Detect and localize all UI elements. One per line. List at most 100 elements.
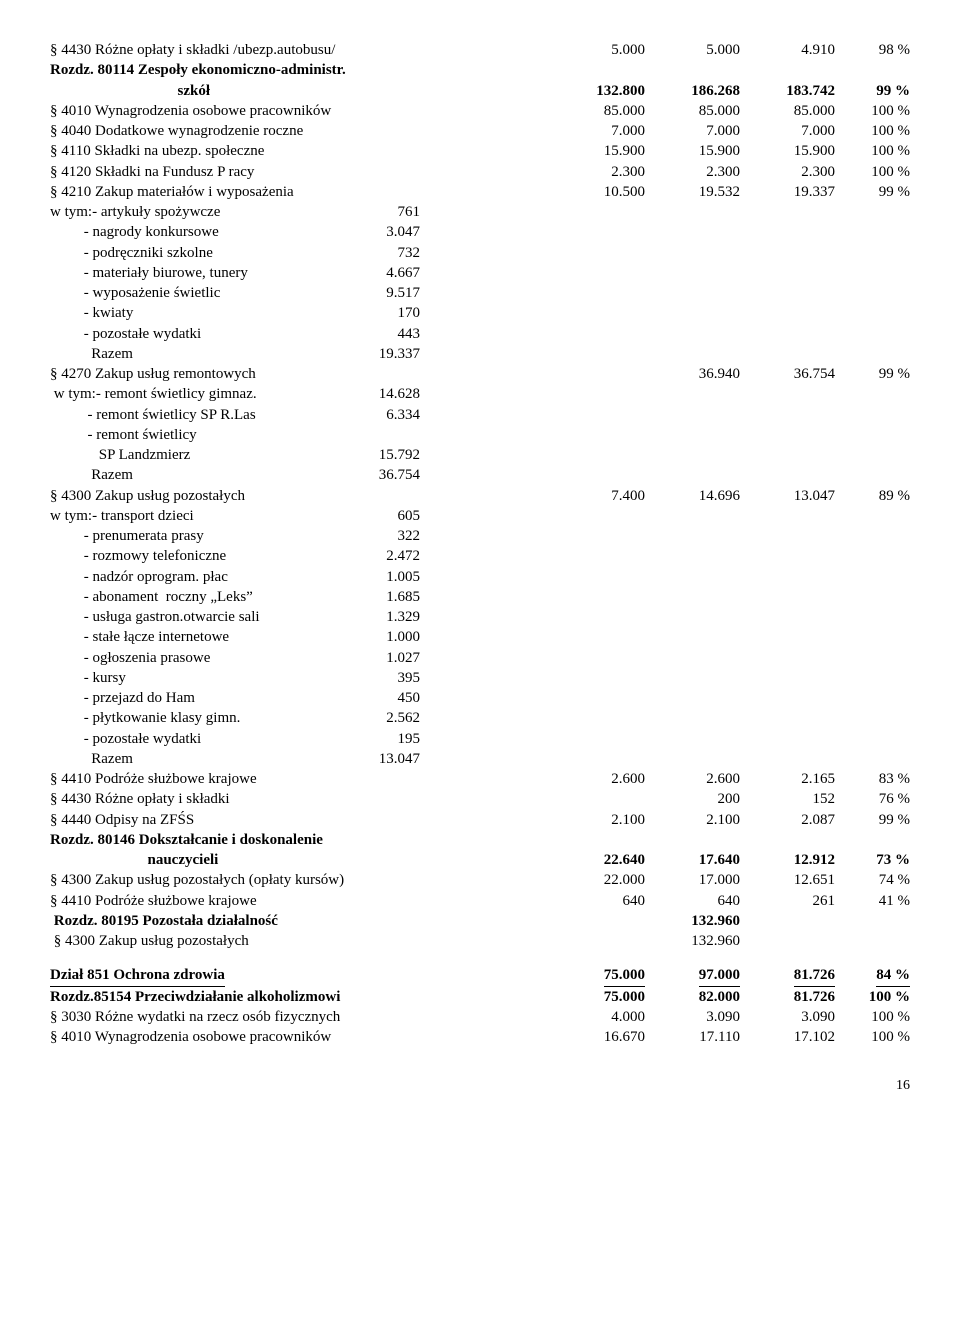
col-c4: 100 %: [835, 987, 910, 1007]
col-c2: 132.960: [645, 931, 740, 951]
col-c2: 640: [645, 891, 740, 911]
col-c2: 3.090: [645, 1007, 740, 1027]
col-c4: 100 %: [835, 141, 910, 161]
sub-value: 443: [360, 324, 420, 344]
sub-label: - płytkowanie klasy gimn.: [50, 708, 360, 728]
sub-row: - płytkowanie klasy gimn.2.562: [50, 708, 910, 728]
row-label: § 4430 Różne opłaty i składki: [50, 789, 550, 809]
col-c4: 100 %: [835, 101, 910, 121]
budget-row: § 3030 Różne wydatki na rzecz osób fizyc…: [50, 1007, 910, 1027]
col-c3: 13.047: [740, 486, 835, 506]
row-label: § 4430 Różne opłaty i składki /ubezp.aut…: [50, 40, 550, 60]
sub-value: 450: [360, 688, 420, 708]
sub-label: Razem: [50, 344, 360, 364]
col-c1: 4.000: [550, 1007, 645, 1027]
sub-label: - kwiaty: [50, 303, 360, 323]
col-c3: 2.165: [740, 769, 835, 789]
sub-label: - podręczniki szkolne: [50, 243, 360, 263]
sub-row: - przejazd do Ham450: [50, 688, 910, 708]
sub-label: - ogłoszenia prasowe: [50, 648, 360, 668]
budget-row: § 4430 Różne opłaty i składki /ubezp.aut…: [50, 40, 910, 60]
col-c4: 98 %: [835, 40, 910, 60]
col-c2: 19.532: [645, 182, 740, 202]
col-c1: 16.670: [550, 1027, 645, 1047]
col-c4: 74 %: [835, 870, 910, 890]
col-c3: 81.726: [740, 965, 835, 986]
sub-label: - kursy: [50, 668, 360, 688]
sub-row: - pozostałe wydatki195: [50, 729, 910, 749]
budget-row: § 4040 Dodatkowe wynagrodzenie roczne7.0…: [50, 121, 910, 141]
spacer: [50, 951, 910, 965]
sub-value: 322: [360, 526, 420, 546]
row-label: § 4300 Zakup usług pozostałych: [50, 931, 550, 951]
col-c1: 2.600: [550, 769, 645, 789]
budget-row: Rozdz. 80114 Zespoły ekonomiczno-adminis…: [50, 60, 910, 80]
col-c1: 22.640: [550, 850, 645, 870]
budget-row: § 4210 Zakup materiałów i wyposażenia10.…: [50, 182, 910, 202]
sub-value: 761: [360, 202, 420, 222]
sub-row: - kwiaty170: [50, 303, 910, 323]
budget-row: nauczycieli22.64017.64012.91273 %: [50, 850, 910, 870]
col-c2: 15.900: [645, 141, 740, 161]
sub-value: 6.334: [360, 405, 420, 425]
row-label: § 4210 Zakup materiałów i wyposażenia: [50, 182, 550, 202]
budget-row: szkół132.800186.268183.74299 %: [50, 81, 910, 101]
row-label: Rozdz. 80114 Zespoły ekonomiczno-adminis…: [50, 60, 550, 80]
sub-value: 170: [360, 303, 420, 323]
col-c3: 183.742: [740, 81, 835, 101]
sub-value: 1.000: [360, 627, 420, 647]
sub-label: - nadzór oprogram. płac: [50, 567, 360, 587]
col-c4: 89 %: [835, 486, 910, 506]
budget-row: Rozdz.85154 Przeciwdziałanie alkoholizmo…: [50, 987, 910, 1007]
col-c2: 36.940: [645, 364, 740, 384]
sub-value: [360, 425, 420, 445]
col-c1: 132.800: [550, 81, 645, 101]
sub-label: SP Landzmierz: [50, 445, 360, 465]
sub-label: - stałe łącze internetowe: [50, 627, 360, 647]
col-c4: 76 %: [835, 789, 910, 809]
budget-row: Dział 851 Ochrona zdrowia75.00097.00081.…: [50, 965, 910, 986]
col-c2: 200: [645, 789, 740, 809]
page-number: 16: [896, 1078, 910, 1093]
col-c4: 41 %: [835, 891, 910, 911]
budget-row: § 4010 Wynagrodzenia osobowe pracowników…: [50, 1027, 910, 1047]
col-c1: 22.000: [550, 870, 645, 890]
sub-value: 14.628: [360, 384, 420, 404]
row-label: § 4410 Podróże służbowe krajowe: [50, 769, 550, 789]
col-c2: 82.000: [645, 987, 740, 1007]
row-label: Rozdz.85154 Przeciwdziałanie alkoholizmo…: [50, 987, 550, 1007]
sub-value: 395: [360, 668, 420, 688]
col-c4: 83 %: [835, 769, 910, 789]
budget-row: § 4300 Zakup usług pozostałych7.40014.69…: [50, 486, 910, 506]
col-c2: 17.110: [645, 1027, 740, 1047]
sub-row: - remont świetlicy: [50, 425, 910, 445]
sub-label: Razem: [50, 749, 360, 769]
budget-row: § 4410 Podróże służbowe krajowe640640261…: [50, 891, 910, 911]
sub-value: 15.792: [360, 445, 420, 465]
col-c4: 99 %: [835, 810, 910, 830]
budget-row: § 4110 Składki na ubezp. społeczne15.900…: [50, 141, 910, 161]
row-label: nauczycieli: [50, 850, 550, 870]
col-c1: 2.100: [550, 810, 645, 830]
col-c2: 2.100: [645, 810, 740, 830]
sub-label: - nagrody konkursowe: [50, 222, 360, 242]
row-label: Rozdz. 80146 Dokształcanie i doskonaleni…: [50, 830, 550, 850]
sub-label: - rozmowy telefoniczne: [50, 546, 360, 566]
sub-label: - przejazd do Ham: [50, 688, 360, 708]
budget-row: § 4010 Wynagrodzenia osobowe pracowników…: [50, 101, 910, 121]
col-c2: 5.000: [645, 40, 740, 60]
sub-value: 195: [360, 729, 420, 749]
sub-row: - nagrody konkursowe3.047: [50, 222, 910, 242]
row-label: § 4120 Składki na Fundusz P racy: [50, 162, 550, 182]
col-c3: 17.102: [740, 1027, 835, 1047]
sub-value: 13.047: [360, 749, 420, 769]
budget-row: § 4270 Zakup usług remontowych36.94036.7…: [50, 364, 910, 384]
row-label: § 4010 Wynagrodzenia osobowe pracowników: [50, 1027, 550, 1047]
col-c2: 14.696: [645, 486, 740, 506]
row-label: § 4410 Podróże służbowe krajowe: [50, 891, 550, 911]
sub-row: w tym:- transport dzieci605: [50, 506, 910, 526]
sub-value: 2.562: [360, 708, 420, 728]
sub-row: Razem36.754: [50, 465, 910, 485]
col-c3: 15.900: [740, 141, 835, 161]
sub-row: w tym:- artykuły spożywcze761: [50, 202, 910, 222]
